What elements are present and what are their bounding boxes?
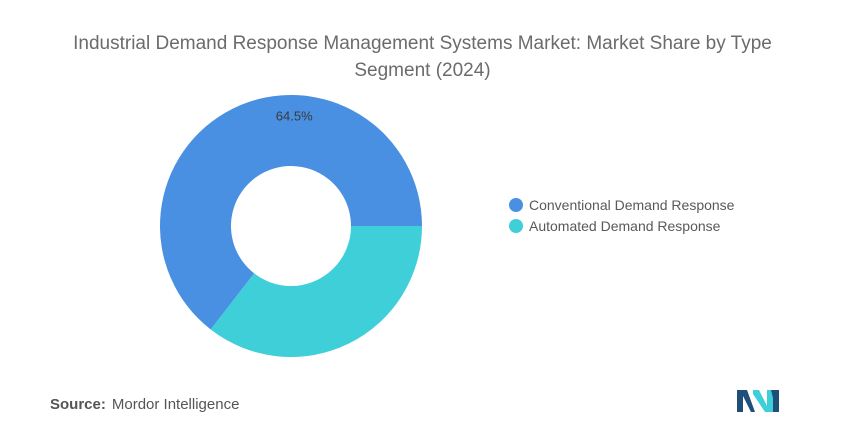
slice-automated: [210, 226, 422, 357]
legend-swatch-conventional: [509, 197, 523, 212]
legend-item-automated: Automated Demand Response: [509, 215, 734, 236]
slice-conventional: [160, 94, 422, 330]
source-note: Source: Mordor Intelligence: [50, 396, 239, 413]
legend-label-automated: Automated Demand Response: [529, 217, 721, 234]
legend-item-conventional: Conventional Demand Response: [509, 194, 734, 215]
chart-title: Industrial Demand Response Management Sy…: [73, 33, 772, 81]
data-label-conventional: 64.5%: [276, 109, 313, 124]
legend-label-conventional: Conventional Demand Response: [529, 196, 735, 213]
source-label: Source:: [50, 396, 106, 413]
legend-swatch-automated: [509, 218, 523, 233]
source-value: Mordor Intelligence: [111, 396, 240, 413]
chart-legend: Conventional Demand Response Automated D…: [509, 194, 734, 236]
mordor-intelligence-logo: [737, 390, 779, 412]
